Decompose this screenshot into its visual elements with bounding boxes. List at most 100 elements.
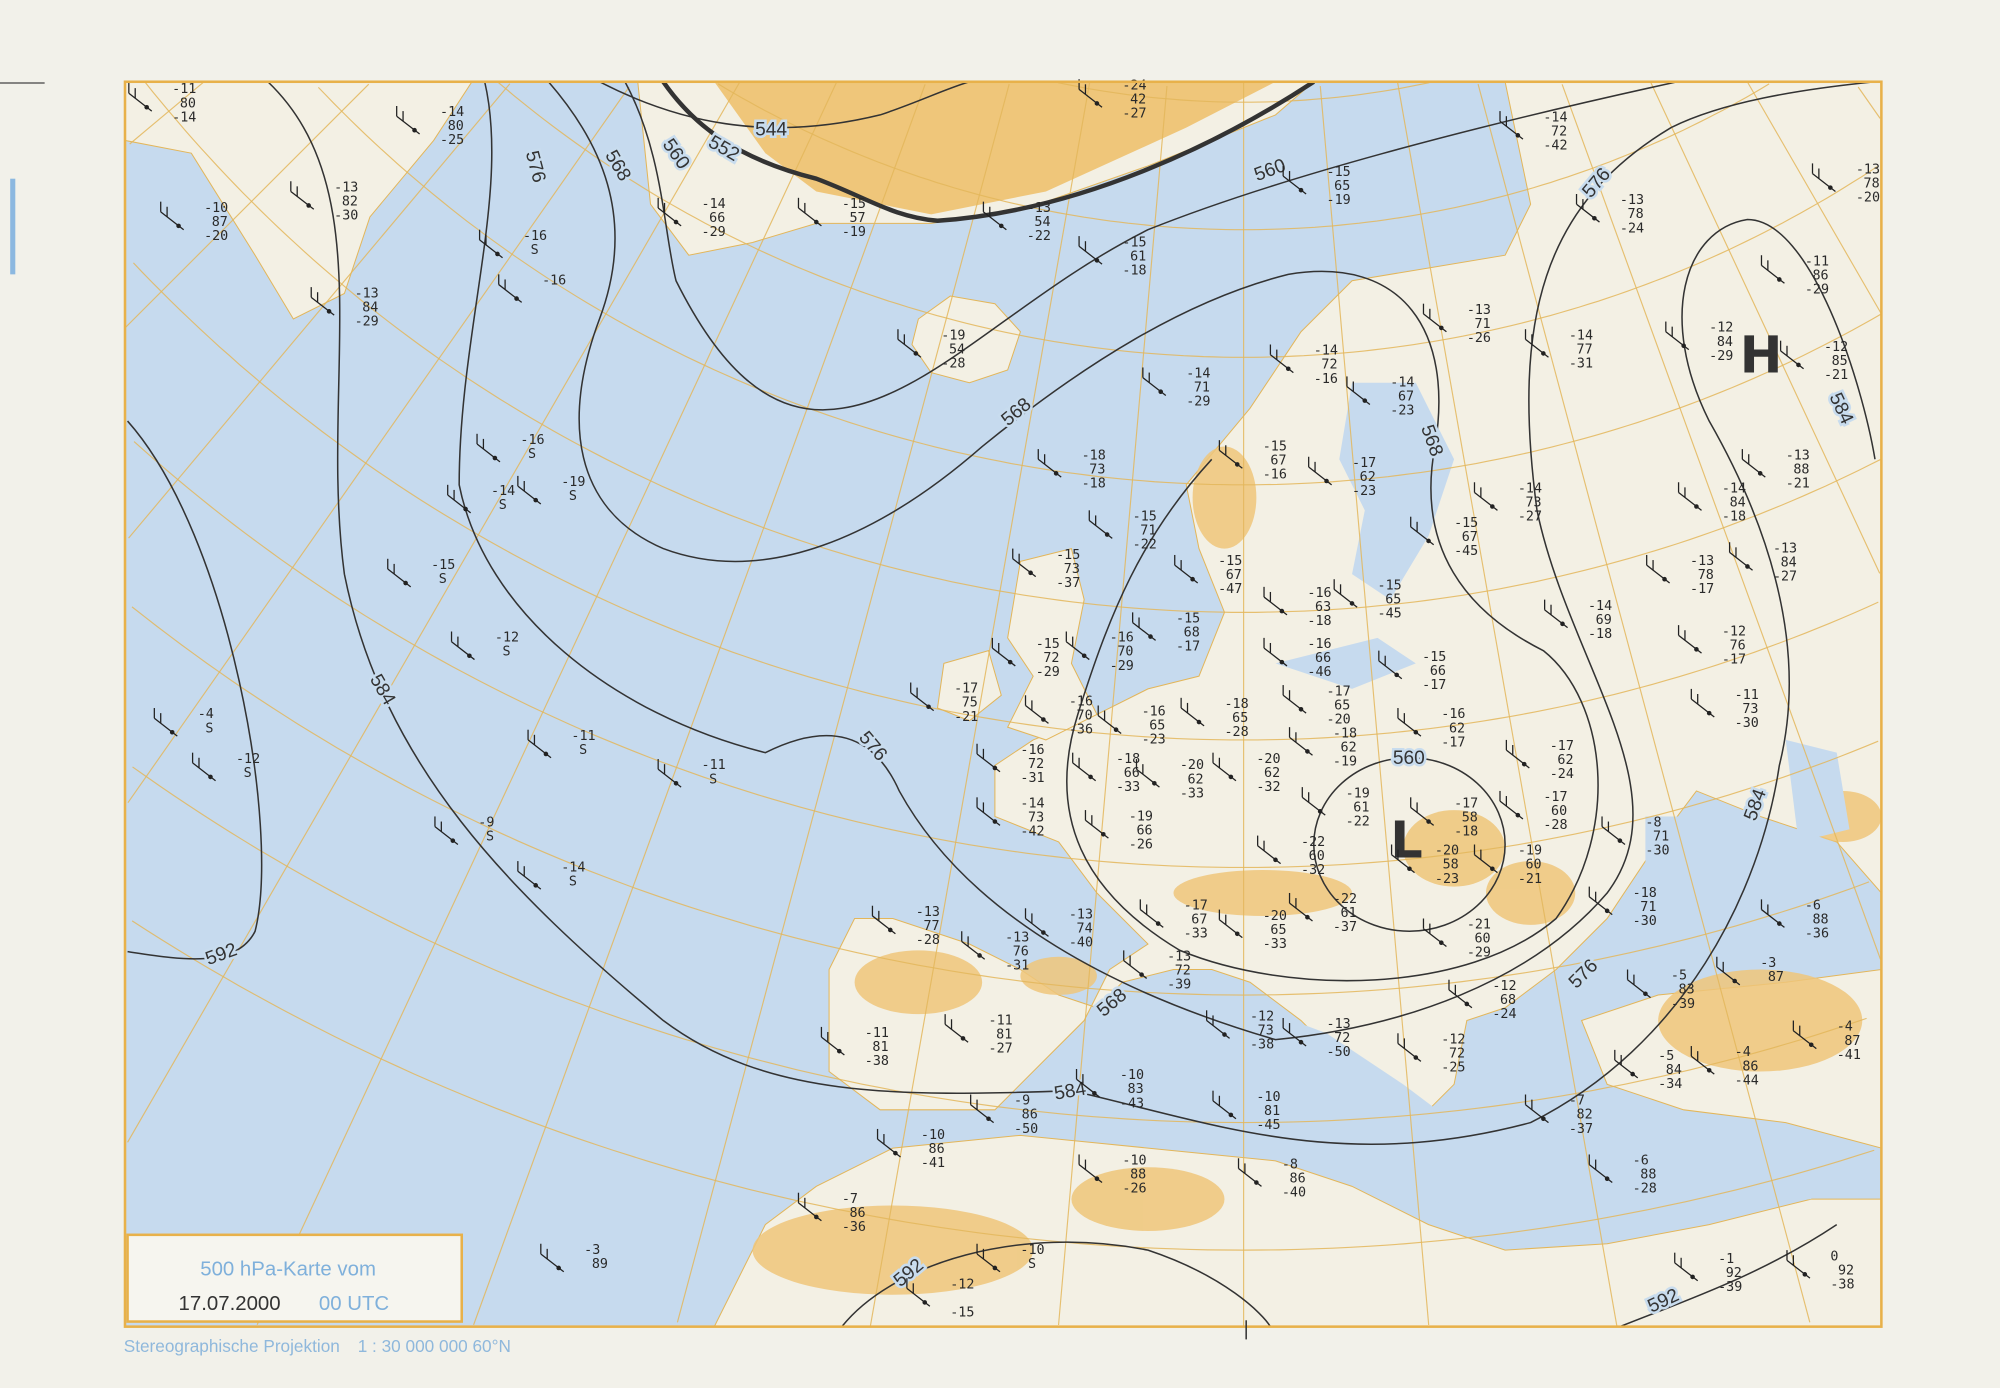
station-value-t: -15 [1327, 165, 1351, 180]
station-value-d: -20 [204, 229, 228, 244]
station-value-h: 58 [1443, 858, 1459, 873]
station-value-t: -13 [1690, 554, 1714, 569]
station-value-h: S [486, 830, 494, 845]
station-dot-icon [1515, 812, 1521, 818]
station-value-d: -27 [1518, 510, 1542, 525]
station-value-d: -40 [1282, 1186, 1306, 1201]
station-value-h: S [244, 766, 252, 781]
station-value-h: S [569, 874, 577, 889]
station-dot-icon [913, 351, 919, 356]
station-value-h: 57 [849, 211, 865, 226]
station-dot-icon [1228, 774, 1234, 780]
station-value-t: -17 [1184, 899, 1208, 914]
station-plot: -11S [657, 758, 726, 788]
station-plot: 092-38 [1786, 1249, 1855, 1292]
station-plot: -14S [447, 484, 515, 514]
latitude-circle [133, 262, 1879, 741]
legend-box: 500 hPa-Karte vom 17.07.2000 00 UTC [126, 1233, 464, 1323]
station-dot-icon [1222, 1032, 1227, 1037]
icecap [714, 81, 1276, 215]
station-dot-icon [1439, 325, 1444, 331]
station-value-h: 84 [1717, 335, 1733, 350]
station-value-h: 62 [1360, 470, 1376, 485]
contour-576 [458, 81, 1876, 1041]
station-value-t: -14 [1722, 481, 1746, 496]
station-value-h: 69 [1596, 613, 1612, 628]
station-value-d: -26 [1122, 1182, 1146, 1197]
station-value-t: -8 [1645, 816, 1661, 831]
station-value-d: -27 [989, 1041, 1013, 1056]
station-value-t: -20 [1263, 909, 1287, 924]
station-value-t: -17 [1550, 739, 1574, 754]
station-value-t: 0 [1830, 1249, 1838, 1264]
station-value-d: -25 [440, 133, 464, 148]
station-dot-icon [1152, 780, 1157, 786]
station-value-t: -13 [1786, 448, 1810, 463]
station-value-t: -4 [198, 707, 214, 722]
station-value-d: -30 [1735, 716, 1759, 731]
station-value-d: -15 [950, 1305, 974, 1320]
station-dot-icon [1053, 471, 1059, 476]
station-value-t: -16 [1020, 743, 1044, 758]
station-plot: -986-50 [970, 1094, 1038, 1137]
station-value-d: -19 [842, 225, 866, 240]
station-value-h: 61 [1130, 249, 1146, 264]
station-value-t: -13 [1620, 193, 1644, 208]
station-value-h: 72 [1175, 964, 1191, 979]
station-value-d: -18 [1082, 476, 1106, 491]
station-value-d: -23 [1435, 872, 1459, 887]
station-dot-icon [893, 1150, 898, 1156]
station-dot-icon [1104, 532, 1110, 537]
station-plot: -387 [1716, 956, 1784, 986]
station-dot-icon [1228, 1112, 1234, 1118]
station-dot-icon [1254, 1180, 1259, 1185]
station-value-t: -16 [542, 274, 566, 289]
station-value-d: -29 [1186, 395, 1210, 410]
station-value-d: -21 [1518, 872, 1542, 887]
station-dot-icon [1490, 504, 1495, 509]
station-value-t: -13 [1167, 950, 1191, 965]
map-frame: 544 552 560 568 576 584 592 560 592 592 … [123, 78, 1883, 1328]
station-dot-icon [1690, 1274, 1695, 1280]
station-dot-icon [1081, 653, 1087, 659]
station-value-t: -12 [236, 752, 260, 767]
station-value-h: 87 [1768, 970, 1784, 985]
station-value-t: -19 [1518, 844, 1542, 859]
station-plot: -12S [191, 752, 260, 782]
station-dot-icon [514, 296, 519, 301]
station-value-t: -18 [1082, 448, 1106, 463]
legend-time: 00 UTC [319, 1293, 389, 1315]
meridian [1650, 81, 1881, 574]
meridian [256, 81, 838, 1325]
station-value-d: -18 [1307, 614, 1331, 629]
station-dot-icon [1643, 991, 1648, 997]
meridian [1746, 81, 1882, 315]
station-value-d: -28 [1633, 1182, 1657, 1197]
station-dot-icon [1092, 1090, 1097, 1096]
station-value-t: -11 [172, 82, 196, 97]
station-plot: -886-40 [1237, 1157, 1306, 1201]
station-value-t: -10 [1120, 1068, 1144, 1083]
station-value-t: -14 [1588, 599, 1612, 614]
station-value-d: -50 [1014, 1122, 1038, 1137]
station-value-t: -10 [921, 1128, 945, 1143]
station-value-t: -16 [523, 229, 547, 244]
contour-592-africa [841, 1241, 1272, 1327]
station-value-h: 67 [1398, 390, 1414, 405]
inland-seas [1020, 382, 1850, 1225]
station-value-d: -34 [1658, 1077, 1682, 1092]
graticule [125, 81, 1882, 1327]
station-dot-icon [1426, 819, 1431, 824]
station-value-h: 78 [1698, 568, 1714, 583]
station-value-h: 61 [1341, 906, 1357, 921]
station-value-d: -41 [921, 1156, 945, 1171]
station-value-h: S [528, 447, 536, 462]
